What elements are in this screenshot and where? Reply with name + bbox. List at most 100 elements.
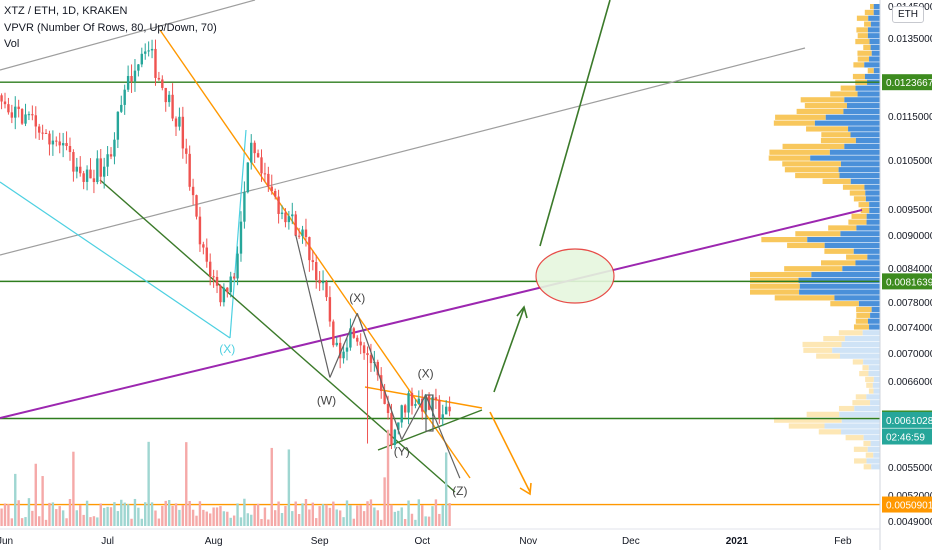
vpvr-indicator-label[interactable]: VPVR (Number Of Rows, 80, Up/Down, 70) <box>4 22 217 34</box>
volume-bar <box>318 506 321 526</box>
candle-body <box>10 112 14 118</box>
price-label-text: 0.0061028 <box>886 416 932 427</box>
candle-body <box>126 75 130 90</box>
volume-profile-bar-down <box>867 318 880 324</box>
channel-line-lower <box>0 47 806 256</box>
volume-indicator-label[interactable]: Vol <box>4 38 20 50</box>
candle-body <box>140 53 143 65</box>
volume-profile-bar-down <box>869 202 880 208</box>
volume-bar <box>82 514 85 526</box>
currency-badge[interactable]: ETH <box>892 6 924 23</box>
volume-profile-bar-down <box>865 190 880 196</box>
volume-bar <box>304 499 308 526</box>
wave-label: (X) <box>219 342 235 356</box>
volume-bar <box>390 504 393 526</box>
price-label-badge <box>882 411 932 428</box>
candle-body <box>250 142 253 163</box>
candle-body <box>17 106 20 110</box>
candle-body <box>414 404 417 406</box>
candle-body <box>61 143 65 146</box>
candle-body <box>174 118 178 127</box>
candle-body <box>130 75 133 82</box>
volume-profile-bar-up <box>782 161 841 167</box>
candle-body <box>256 153 260 158</box>
price-label-badge <box>882 74 932 91</box>
price-tick-label: 0.0055000 <box>888 463 932 474</box>
volume-bar <box>407 500 410 526</box>
volume-profile-bar-up <box>774 417 842 423</box>
volume-profile-bar-up <box>806 126 849 132</box>
candle-body <box>48 133 51 145</box>
candle-body <box>267 173 270 187</box>
volume-profile-bar-up <box>784 167 839 173</box>
volume-bar <box>72 451 75 526</box>
volume-bar <box>253 504 256 526</box>
candle-body <box>144 51 147 54</box>
volume-profile-bar-up <box>857 56 870 62</box>
time-axis[interactable]: Jun Jul Aug Sep Oct Nov Dec 2021 Feb <box>0 528 880 547</box>
volume-profile-bar-up <box>816 353 840 359</box>
volume-bar <box>181 505 185 526</box>
volume-profile-bar-down <box>848 126 880 132</box>
volume-bar <box>198 501 202 526</box>
volume-profile-bar-down <box>864 62 880 68</box>
candle-body <box>106 154 109 167</box>
candle-body <box>34 115 37 127</box>
candle-body <box>356 337 359 342</box>
volume-profile-bar-down <box>870 440 880 447</box>
candle-body <box>198 216 202 245</box>
volume-profile-bar-up <box>773 120 815 126</box>
volume-profile-bar-down <box>798 277 880 283</box>
volume-bar <box>246 513 250 526</box>
volume-profile-bar-down <box>842 266 880 272</box>
volume-bar <box>24 517 27 526</box>
volume-bar <box>205 511 208 526</box>
volume-profile-bar-up <box>784 266 843 272</box>
volume-profile-bar-up <box>795 172 840 179</box>
volume-bar <box>424 516 427 526</box>
candle-body <box>195 195 198 217</box>
candle-body <box>407 392 410 413</box>
volume-bar <box>373 507 376 526</box>
volume-profile-bar-up <box>865 452 874 458</box>
volume-profile-bar-down <box>870 400 880 406</box>
volume-bar <box>10 518 14 526</box>
price-tick-label: 0.0105000 <box>888 156 932 167</box>
purple-trendline <box>0 209 863 419</box>
candle-body <box>280 212 284 214</box>
candle-body <box>65 143 68 147</box>
volume-profile-bar-down <box>850 132 880 138</box>
volume-profile-bar-down <box>868 370 880 377</box>
volume-profile-bar-down <box>869 207 880 214</box>
time-tick-label: Dec <box>622 536 640 547</box>
volume-bar <box>311 502 314 526</box>
volume-bar <box>3 503 7 526</box>
price-axis[interactable]: 0.01450000.01350000.01150000.01050000.00… <box>879 0 932 550</box>
volume-bar <box>397 510 400 526</box>
volume-profile-bar-down <box>840 231 880 237</box>
candle-body <box>383 391 386 404</box>
volume-profile-bar-up <box>863 464 872 470</box>
volume-profile-bar-down <box>841 341 880 348</box>
volume-profile-bar-down <box>866 458 880 464</box>
candle-body <box>123 89 126 105</box>
time-tick-label: Sep <box>311 536 329 547</box>
volume-profile-bar-down <box>844 97 880 103</box>
target-zone-ellipse[interactable] <box>535 248 615 304</box>
volume-bar <box>0 508 3 526</box>
volume-bar <box>403 519 407 526</box>
candle-body <box>96 158 99 183</box>
volume-bar <box>410 513 414 526</box>
volume-profile-bar-down <box>839 411 880 417</box>
volume-bar <box>68 498 72 526</box>
projection-long-up <box>539 0 611 247</box>
symbol-title: XTZ / ETH, 1D, KRAKEN <box>4 5 128 17</box>
volume-bar <box>325 504 328 526</box>
volume-bar <box>338 510 342 526</box>
time-tick-label: Aug <box>205 536 223 547</box>
candle-body <box>236 253 239 279</box>
volume-bar <box>250 514 253 526</box>
volume-bar <box>140 518 143 526</box>
